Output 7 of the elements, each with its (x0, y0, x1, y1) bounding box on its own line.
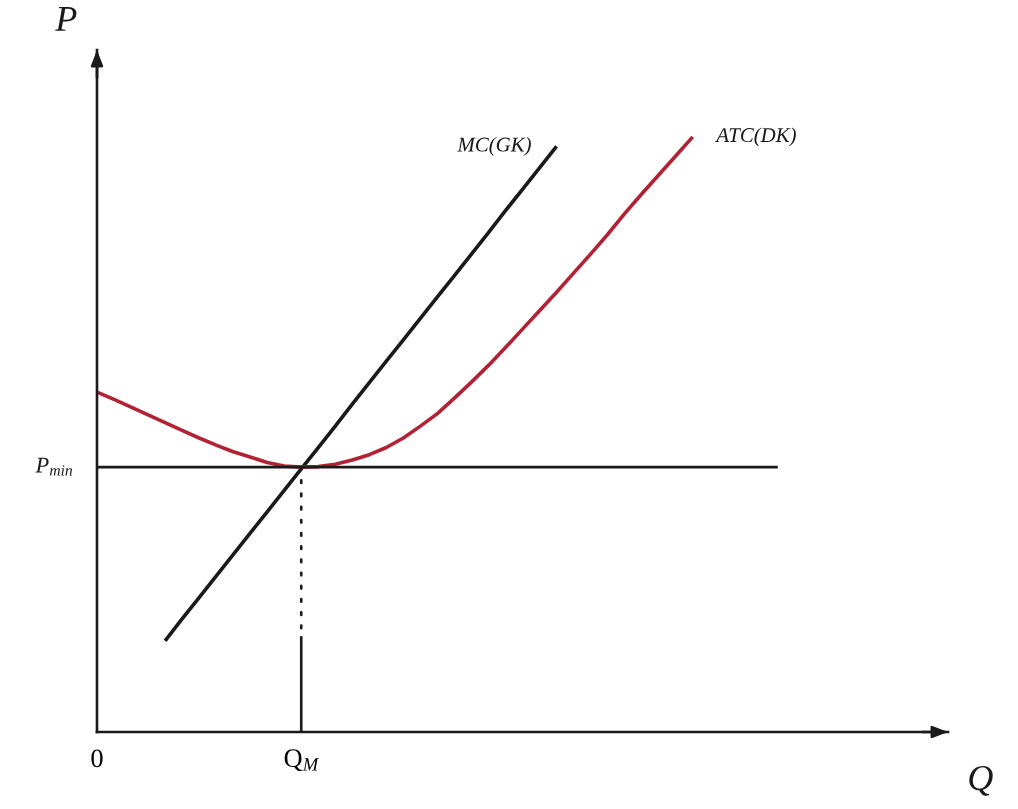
y-axis-title: P (55, 7, 77, 31)
series-label: MC(GK) (457, 136, 531, 156)
series-label: ATC(DK) (715, 127, 796, 147)
x-tick-label: Q$_{M}$ (284, 749, 320, 772)
x-tick-label: 0 (91, 749, 103, 768)
text: P$_{min}$ (35, 457, 73, 476)
x-axis-title: Q (969, 765, 993, 796)
